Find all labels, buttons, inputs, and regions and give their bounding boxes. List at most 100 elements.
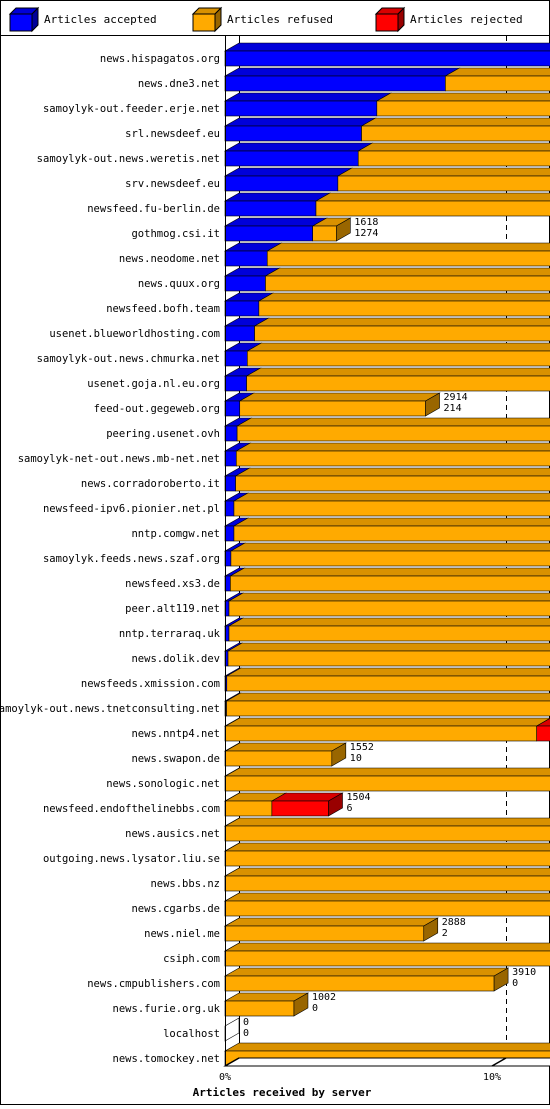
bar-top-refused — [225, 893, 550, 901]
bar-top-refused — [229, 618, 550, 626]
category-label: news.corradoroberto.it — [81, 478, 220, 490]
bar-group — [225, 143, 550, 166]
bar-top-refused — [225, 1043, 550, 1051]
category-label: samoylyk-out.news.tnetconsulting.net — [0, 703, 220, 715]
bar-top-refused — [225, 818, 550, 826]
bar-segment-rejected — [272, 801, 329, 816]
bar-group — [225, 793, 343, 816]
bar-segment-accepted — [225, 251, 267, 266]
bar-top-refused — [237, 418, 550, 426]
bar-segment-refused — [240, 401, 426, 416]
legend-label-refused: Articles refused — [227, 13, 333, 26]
bar-group — [225, 743, 346, 766]
bar-segment-refused — [229, 626, 550, 641]
bar-top-refused — [226, 743, 346, 751]
bar-segment-accepted — [225, 76, 445, 91]
bar-top-refused — [247, 343, 550, 351]
bar-top-refused — [230, 568, 550, 576]
bar-group — [225, 68, 550, 91]
category-label: usenet.blueworldhosting.com — [49, 328, 220, 340]
bar-group — [225, 243, 550, 266]
bar-segment-refused — [225, 851, 550, 866]
x-axis-title: Articles received by server — [193, 1086, 372, 1099]
bar-group — [225, 218, 350, 241]
bar-segment-accepted — [225, 51, 550, 66]
bar-group — [225, 893, 550, 916]
bar-top-refused — [225, 843, 550, 851]
bar-segment-accepted — [225, 401, 240, 416]
bar-group — [225, 968, 508, 991]
legend-swatch-refused — [193, 14, 215, 31]
bar-top-refused — [227, 693, 550, 701]
category-label: samoylyk-out.news.weretis.net — [37, 153, 220, 165]
bar-group — [225, 868, 550, 891]
value-label-total: 1002 — [312, 992, 336, 1003]
bar-segment-accepted — [225, 126, 362, 141]
bar-top-accepted — [225, 193, 330, 201]
bar-group — [225, 343, 550, 366]
bar-segment-accepted — [225, 526, 234, 541]
category-label: nntp.terraraq.uk — [119, 628, 221, 640]
category-label: newsfeed.fu-berlin.de — [87, 203, 220, 215]
category-label: news.tomockey.net — [113, 1053, 220, 1065]
value-label-total: 2888 — [442, 917, 466, 928]
bar-group — [225, 468, 550, 491]
bar-segment-refused — [247, 376, 550, 391]
bar-group — [225, 368, 550, 391]
bar-group — [225, 118, 550, 141]
category-label: peer.alt119.net — [125, 603, 220, 615]
value-label-total: 1618 — [354, 217, 378, 228]
bar-top-refused — [358, 143, 550, 151]
category-label: samoylyk-out.news.chmurka.net — [37, 353, 220, 365]
bar-group — [225, 818, 550, 841]
bar-top-refused — [267, 243, 550, 251]
bar-segment-accepted — [225, 351, 247, 366]
bar-segment-refused — [226, 776, 550, 791]
bar-group — [225, 493, 550, 516]
bar-segment-accepted — [225, 451, 236, 466]
category-label: newsfeeds.xmission.com — [81, 678, 220, 690]
bar-segment-refused — [225, 1001, 294, 1016]
value-label-accepted: 214 — [444, 403, 462, 414]
category-label: peering.usenet.ovh — [106, 428, 220, 440]
bar-segment-refused — [229, 601, 550, 616]
bar-top-refused — [377, 93, 550, 101]
bar-segment-refused — [267, 251, 550, 266]
bar-segment-refused — [227, 701, 550, 716]
bar-segment-refused — [225, 826, 550, 841]
bar-segment-refused — [226, 726, 537, 741]
bar-group — [225, 918, 438, 941]
bar-top-refused — [234, 493, 550, 501]
bar-segment-accepted — [225, 301, 259, 316]
bar-segment-accepted — [225, 151, 358, 166]
bar-top-refused — [259, 293, 550, 301]
category-label: news.quux.org — [138, 278, 220, 290]
bar-top-refused — [226, 718, 550, 726]
value-label-accepted: 1274 — [354, 228, 378, 239]
bar-segment-refused — [255, 326, 550, 341]
bar-group — [225, 43, 550, 66]
bar-top-refused — [234, 518, 550, 526]
bar-top-refused — [225, 918, 438, 926]
bar-top-refused — [227, 668, 550, 676]
category-label: news.nntp4.net — [131, 728, 220, 740]
bar-top-accepted — [225, 68, 459, 76]
bar-top-refused — [225, 943, 550, 951]
bars — [225, 43, 550, 1066]
legend-label-rejected: Articles rejected — [410, 13, 523, 26]
bar-segment-refused — [247, 351, 550, 366]
bar-top-accepted — [225, 143, 372, 151]
category-label: news.dne3.net — [138, 78, 220, 90]
bar-group — [225, 843, 550, 866]
bar-segment-refused — [445, 76, 550, 91]
x-tick-label: 0% — [219, 1072, 231, 1083]
category-label: news.cgarbs.de — [131, 903, 220, 915]
bar-top-refused — [240, 393, 440, 401]
bar-top-refused — [228, 643, 550, 651]
bar-segment-accepted — [225, 226, 313, 241]
category-label: news.hispagatos.org — [100, 53, 220, 65]
bar-group — [225, 443, 550, 466]
category-label: srv.newsdeef.eu — [125, 178, 220, 190]
bar-segment-accepted — [225, 101, 377, 116]
